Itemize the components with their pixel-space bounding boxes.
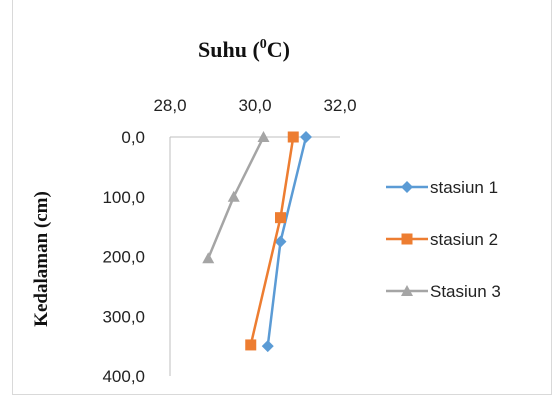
series-1-point [300,131,312,143]
legend-marker-1 [401,181,413,193]
y-tick-label: 300,0 [102,307,145,326]
series-2-point [245,339,257,351]
legend-label-1: stasiun 1 [430,178,498,197]
x-tick-label: 30,0 [238,96,271,115]
y-tick-label: 400,0 [102,367,145,386]
chart-title-superscript: 0 [260,37,267,52]
chart-title: Suhu (0C) [198,37,290,62]
series-3-point [227,190,240,202]
legend-label-3: Stasiun 3 [430,282,501,301]
chart-title-part-1: Suhu ( [198,37,260,62]
plot-area: 28,0 30,0 32,0 0,0 100,0 200,0 300,0 400,0 [102,96,356,386]
series-3-point [202,252,215,264]
series-2-point [275,212,286,224]
series-1-point [274,235,287,248]
y-tick-label: 200,0 [102,248,145,267]
y-tick-label: 100,0 [102,188,145,207]
x-tick-label: 32,0 [323,96,356,115]
chart-title-part-2: C) [267,37,290,62]
legend: stasiun 1 stasiun 2 Stasiun 3 [386,178,501,301]
x-tick-label: 28,0 [153,96,186,115]
legend-marker-3 [401,285,413,296]
legend-marker-2 [401,233,413,245]
series-line-1 [266,136,308,347]
y-axis-title: Kedalaman (cm) [31,191,52,327]
y-tick-label: 0,0 [121,128,145,147]
legend-label-2: stasiun 2 [430,230,498,249]
series-3-point [257,131,270,142]
series-1-point [261,340,274,353]
series-2-point [287,131,299,143]
chart-frame [12,0,552,395]
